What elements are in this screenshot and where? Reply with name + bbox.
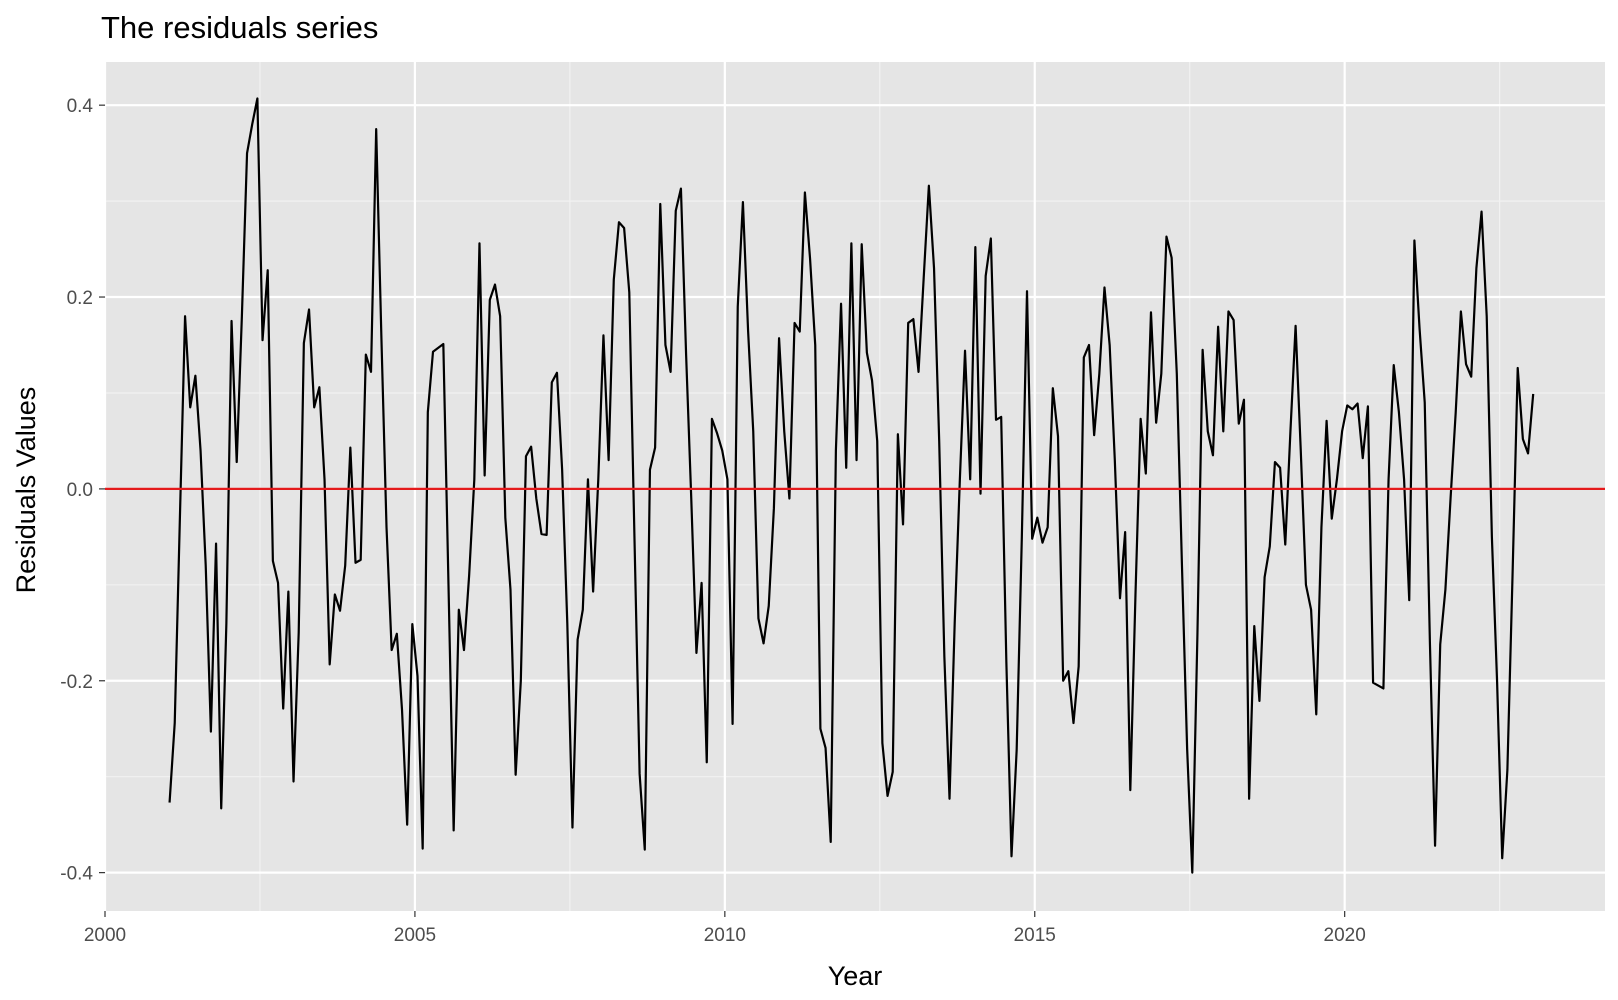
- y-tick-label: -0.2: [60, 672, 93, 693]
- y-tick-label: 0.2: [67, 288, 93, 309]
- x-tick-label: 2015: [1014, 925, 1056, 946]
- minor-gridlines: [105, 62, 1605, 911]
- y-axis-ticks: -0.4 -0.2 0.0 0.2 0.4: [60, 96, 105, 885]
- residuals-series-line: [168, 97, 1535, 874]
- y-tick-label: 0.4: [67, 96, 94, 117]
- x-axis-ticks: 2000 2005 2010 2015 2020: [84, 911, 1366, 946]
- y-axis-title: Residuals Values: [11, 387, 41, 594]
- x-tick-label: 2020: [1324, 925, 1366, 946]
- x-axis-title: Year: [828, 961, 883, 991]
- x-tick-label: 2010: [704, 925, 746, 946]
- chart-title: The residuals series: [101, 10, 378, 45]
- plot-panel: [105, 62, 1605, 911]
- y-tick-label: -0.4: [60, 864, 93, 885]
- x-tick-label: 2005: [394, 925, 436, 946]
- y-tick-label: 0.0: [67, 480, 93, 501]
- x-tick-label: 2000: [84, 925, 126, 946]
